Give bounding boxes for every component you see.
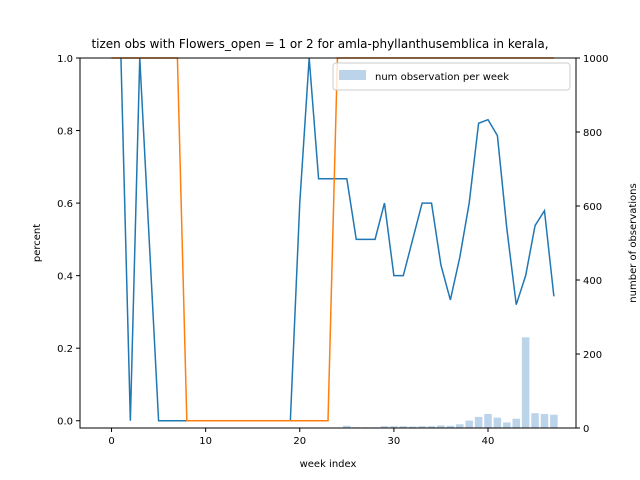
observation-bar: [390, 426, 398, 428]
observation-bar: [418, 426, 426, 428]
x-tick-label: 0: [108, 436, 114, 447]
observation-bar: [531, 413, 539, 428]
x-tick-label: 20: [293, 436, 306, 447]
observation-bar: [503, 422, 511, 428]
legend: num observation per week: [332, 62, 571, 91]
observation-bar: [437, 425, 445, 428]
y2-tick-label: 600: [583, 202, 602, 213]
legend-swatch: [339, 70, 366, 80]
observation-bar: [484, 413, 492, 428]
ticks-layer: 0 10 20 30 40 0.0 0.2 0.4 0.6 0.8 1.0 0 200 400 600 800…: [57, 54, 608, 447]
y2-tick-label: 0: [583, 424, 589, 435]
observation-bar: [408, 426, 417, 428]
legend-label: num observation per week: [375, 72, 509, 83]
y-tick-label: 0.2: [57, 344, 73, 355]
x-axis-label: week index: [300, 459, 357, 470]
y2-tick-label: 400: [583, 276, 602, 287]
observation-bar: [550, 414, 558, 428]
y-tick-label: 0.8: [57, 127, 73, 138]
chart-title: tizen obs with Flowers_open = 1 or 2 for…: [91, 37, 548, 51]
observation-bar: [399, 426, 408, 428]
y-tick-label: 0.4: [57, 272, 73, 283]
observation-bar: [521, 337, 530, 428]
plot-frame: [79, 57, 577, 429]
legend-box: [332, 62, 571, 91]
observation-bar: [493, 417, 502, 428]
x-tick-label: 30: [388, 436, 401, 447]
y-tick-label: 1.0: [57, 54, 73, 65]
observation-bar: [512, 418, 520, 428]
observation-bar: [465, 420, 473, 428]
observation-bar: [474, 416, 483, 428]
y2-tick-label: 800: [583, 128, 602, 139]
observation-bar: [427, 426, 436, 428]
y2-axis-label: number of observations: [628, 183, 639, 302]
observation-bar: [343, 425, 351, 428]
x-tick-label: 10: [199, 436, 212, 447]
observation-bar: [380, 426, 389, 428]
x-tick-label: 40: [482, 436, 495, 447]
observation-bar: [446, 425, 455, 428]
y2-tick-label: 200: [583, 350, 602, 361]
y-tick-label: 0.6: [57, 199, 73, 210]
y-axis-label: percent: [32, 224, 43, 262]
observation-bar: [540, 413, 549, 428]
observation-bar: [456, 424, 464, 428]
y-tick-label: 0.0: [57, 417, 73, 428]
y2-tick-label: 1000: [583, 54, 608, 65]
bars-layer: [343, 337, 558, 428]
